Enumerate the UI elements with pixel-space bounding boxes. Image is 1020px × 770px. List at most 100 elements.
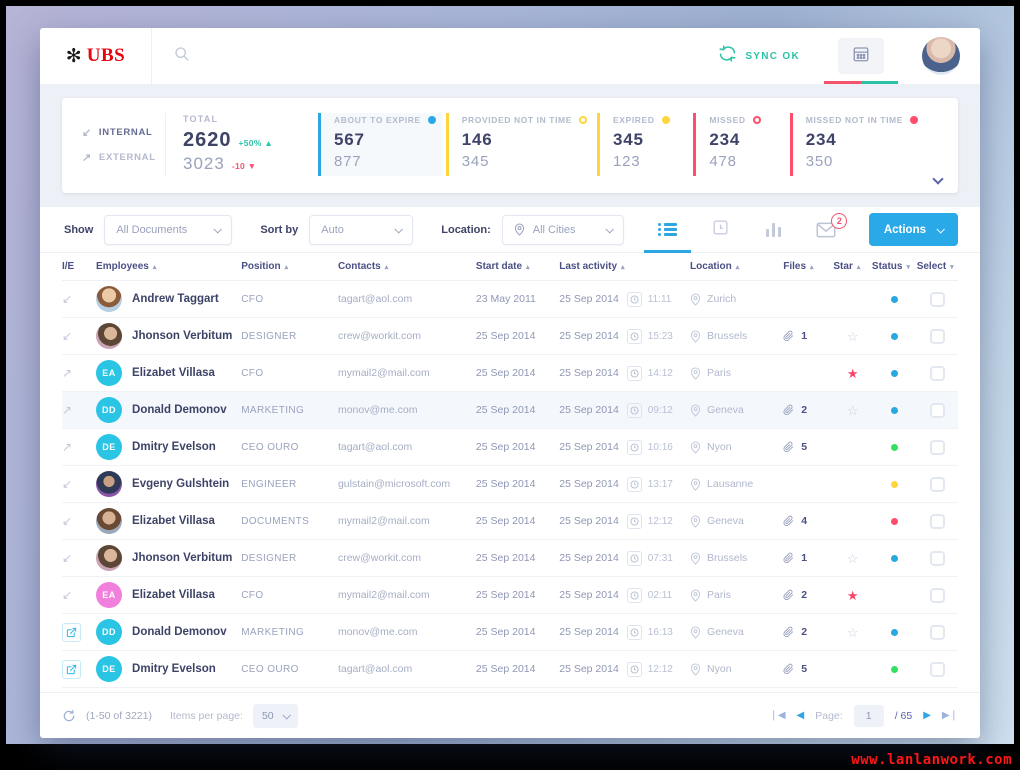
column-header[interactable]: Location ▴ bbox=[690, 261, 783, 272]
contacts-cell[interactable]: tagart@aol.com bbox=[338, 441, 476, 453]
row-checkbox[interactable] bbox=[929, 328, 945, 344]
tab-list-view[interactable] bbox=[641, 207, 694, 253]
files-cell[interactable]: 2 bbox=[783, 404, 833, 416]
column-header[interactable]: Contacts ▴ bbox=[338, 261, 476, 272]
show-select[interactable]: All Documents bbox=[104, 214, 233, 245]
star-icon[interactable]: ★ bbox=[846, 588, 859, 602]
table-row[interactable]: ↗ DE Dmitry Evelson CEO OURO tagart@aol.… bbox=[62, 429, 958, 466]
employee-cell[interactable]: Andrew Taggart bbox=[96, 286, 241, 312]
files-cell[interactable]: 5 bbox=[783, 663, 833, 675]
external-toggle[interactable]: ↗ EXTERNAL bbox=[82, 151, 165, 164]
files-cell[interactable]: 1 bbox=[783, 330, 833, 342]
employee-cell[interactable]: Evgeny Gulshtein bbox=[96, 471, 241, 497]
row-checkbox[interactable] bbox=[929, 476, 945, 492]
column-header[interactable]: Select ▾ bbox=[917, 261, 958, 272]
contacts-cell[interactable]: monov@me.com bbox=[338, 626, 476, 638]
files-cell[interactable]: 1 bbox=[783, 552, 833, 564]
row-checkbox[interactable] bbox=[929, 624, 945, 640]
files-cell[interactable]: 2 bbox=[783, 626, 833, 638]
employee-cell[interactable]: EA Elizabet Villasa bbox=[96, 582, 241, 608]
prev-page-button[interactable]: ◀ bbox=[796, 709, 805, 721]
stats-expand-chevron-icon[interactable] bbox=[932, 173, 944, 185]
tab-chart-view[interactable] bbox=[747, 207, 800, 252]
employee-cell[interactable]: Elizabet Villasa bbox=[96, 508, 241, 534]
column-header[interactable]: Status ▾ bbox=[872, 261, 917, 272]
employee-cell[interactable]: DE Dmitry Evelson bbox=[96, 656, 241, 682]
contacts-cell[interactable]: crew@workit.com bbox=[338, 552, 476, 564]
column-header[interactable]: Start date ▴ bbox=[476, 261, 559, 272]
row-checkbox[interactable] bbox=[929, 550, 945, 566]
row-checkbox[interactable] bbox=[929, 291, 945, 307]
employee-cell[interactable]: Jhonson Verbitum bbox=[96, 545, 241, 571]
contacts-cell[interactable]: gulstain@microsoft.com bbox=[338, 478, 476, 490]
table-row[interactable]: ↙ Andrew Taggart CFO tagart@aol.com 23 M… bbox=[62, 281, 958, 318]
table-row[interactable]: DD Donald Demonov MARKETING monov@me.com… bbox=[62, 614, 958, 651]
table-row[interactable]: DE Dmitry Evelson CEO OURO tagart@aol.co… bbox=[62, 651, 958, 688]
stat-card[interactable]: EXPIRED 345 123 bbox=[597, 113, 689, 176]
table-row[interactable]: ↙ Jhonson Verbitum DESIGNER crew@workit.… bbox=[62, 318, 958, 355]
internal-toggle[interactable]: ↙ INTERNAL bbox=[82, 126, 165, 139]
stat-card[interactable]: PROVIDED NOT IN TIME 146 345 bbox=[445, 113, 593, 176]
employee-cell[interactable]: EA Elizabet Villasa bbox=[96, 360, 241, 386]
location-pin-icon bbox=[690, 366, 701, 380]
user-avatar[interactable] bbox=[922, 37, 960, 75]
column-header[interactable]: I/E bbox=[62, 261, 96, 272]
contacts-cell[interactable]: mymail2@mail.com bbox=[338, 589, 476, 601]
contacts-cell[interactable]: mymail2@mail.com bbox=[338, 515, 476, 527]
table-row[interactable]: ↙ Elizabet Villasa DOCUMENTS mymail2@mai… bbox=[62, 503, 958, 540]
row-checkbox[interactable] bbox=[929, 587, 945, 603]
refresh-icon[interactable] bbox=[62, 709, 76, 723]
star-icon[interactable]: ☆ bbox=[846, 625, 859, 639]
location-select[interactable]: All Cities bbox=[501, 214, 624, 245]
row-checkbox[interactable] bbox=[929, 402, 945, 418]
stat-card[interactable]: MISSED NOT IN TIME 234 350 bbox=[789, 113, 924, 176]
actions-button[interactable]: Actions bbox=[868, 213, 958, 246]
stat-card[interactable]: ABOUT TO EXPIRE 567 877 bbox=[318, 113, 442, 176]
column-header[interactable]: Files ▴ bbox=[783, 261, 833, 272]
contacts-cell[interactable]: tagart@aol.com bbox=[338, 663, 476, 675]
sync-status[interactable]: SYNC OK bbox=[718, 45, 800, 67]
stat-card[interactable]: MISSED 234 478 bbox=[693, 113, 785, 176]
items-per-page-select[interactable]: 50 bbox=[252, 703, 298, 728]
contacts-cell[interactable]: mymail2@mail.com bbox=[338, 367, 476, 379]
files-cell[interactable]: 2 bbox=[783, 589, 833, 601]
tab-history-view[interactable] bbox=[694, 207, 747, 252]
row-checkbox[interactable] bbox=[929, 513, 945, 529]
files-cell[interactable]: 4 bbox=[783, 515, 833, 527]
share-icon[interactable] bbox=[62, 622, 81, 642]
contacts-cell[interactable]: crew@workit.com bbox=[338, 330, 476, 342]
table-row[interactable]: ↗ EA Elizabet Villasa CFO mymail2@mail.c… bbox=[62, 355, 958, 392]
ubs-logo[interactable]: ✻ UBS bbox=[40, 28, 152, 84]
share-icon[interactable] bbox=[62, 659, 81, 679]
calendar-button[interactable] bbox=[838, 38, 884, 74]
last-page-button[interactable]: ▶❘ bbox=[941, 709, 958, 721]
star-icon[interactable]: ☆ bbox=[846, 403, 859, 417]
column-header[interactable]: Last activity ▴ bbox=[559, 261, 690, 272]
star-icon[interactable]: ★ bbox=[846, 366, 859, 380]
table-row[interactable]: ↙ EA Elizabet Villasa CFO mymail2@mail.c… bbox=[62, 577, 958, 614]
files-cell[interactable]: 5 bbox=[783, 441, 833, 453]
sort-select[interactable]: Auto bbox=[309, 214, 414, 245]
tab-messages[interactable]: 2 bbox=[800, 207, 853, 252]
row-checkbox[interactable] bbox=[929, 365, 945, 381]
table-row[interactable]: ↙ Evgeny Gulshtein ENGINEER gulstain@mic… bbox=[62, 466, 958, 503]
first-page-button[interactable]: ❘◀ bbox=[769, 709, 786, 721]
row-checkbox[interactable] bbox=[929, 439, 945, 455]
contacts-cell[interactable]: tagart@aol.com bbox=[338, 293, 476, 305]
star-icon[interactable]: ☆ bbox=[846, 329, 859, 343]
employee-cell[interactable]: DE Dmitry Evelson bbox=[96, 434, 241, 460]
star-icon[interactable]: ☆ bbox=[846, 551, 859, 565]
column-header[interactable]: Employees ▴ bbox=[96, 261, 241, 272]
search-button[interactable] bbox=[174, 46, 190, 67]
column-header[interactable]: Star ▴ bbox=[833, 261, 872, 272]
column-header[interactable]: Position ▴ bbox=[241, 261, 338, 272]
next-page-button[interactable]: ▶ bbox=[923, 709, 931, 721]
table-row[interactable]: ↙ Jhonson Verbitum DESIGNER crew@workit.… bbox=[62, 540, 958, 577]
employee-cell[interactable]: DD Donald Demonov bbox=[96, 619, 241, 645]
row-checkbox[interactable] bbox=[929, 661, 945, 677]
contacts-cell[interactable]: monov@me.com bbox=[338, 404, 476, 416]
employee-cell[interactable]: Jhonson Verbitum bbox=[96, 323, 241, 349]
page-input[interactable] bbox=[853, 704, 884, 727]
table-row[interactable]: ↗ DD Donald Demonov MARKETING monov@me.c… bbox=[62, 392, 958, 429]
employee-cell[interactable]: DD Donald Demonov bbox=[96, 397, 241, 423]
